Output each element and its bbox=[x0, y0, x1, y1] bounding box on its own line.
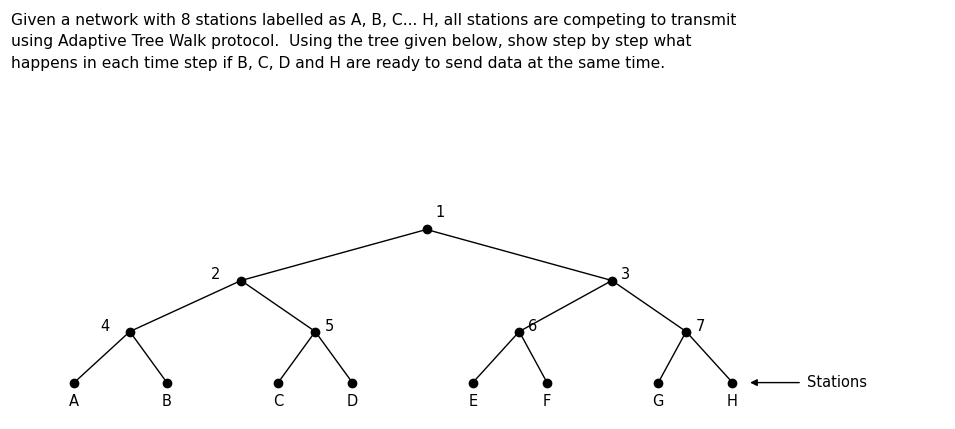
Text: 4: 4 bbox=[100, 320, 110, 335]
Text: 5: 5 bbox=[325, 320, 333, 335]
Text: Stations: Stations bbox=[807, 375, 866, 390]
Text: 1: 1 bbox=[435, 205, 445, 220]
Text: C: C bbox=[273, 394, 284, 409]
Text: B: B bbox=[162, 394, 172, 409]
Text: 3: 3 bbox=[621, 267, 630, 282]
Text: A: A bbox=[69, 394, 79, 409]
Text: 6: 6 bbox=[528, 320, 538, 335]
Text: H: H bbox=[727, 394, 738, 409]
Text: D: D bbox=[347, 394, 358, 409]
Text: Given a network with 8 stations labelled as A, B, C... H, all stations are compe: Given a network with 8 stations labelled… bbox=[11, 13, 737, 71]
Text: F: F bbox=[542, 394, 551, 409]
Text: E: E bbox=[468, 394, 478, 409]
Text: 2: 2 bbox=[211, 267, 221, 282]
Text: 7: 7 bbox=[695, 320, 705, 335]
Text: G: G bbox=[652, 394, 664, 409]
